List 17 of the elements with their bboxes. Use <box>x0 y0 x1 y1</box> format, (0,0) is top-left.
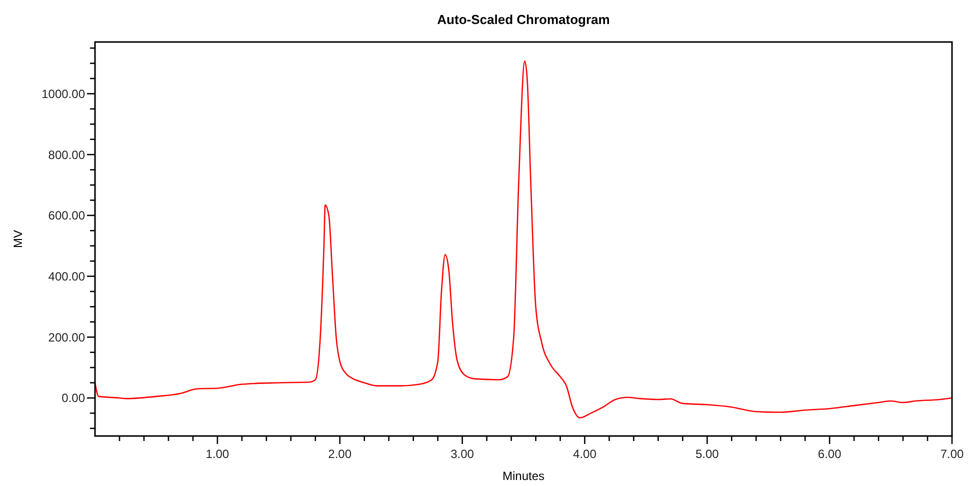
y-tick-label: 0.00 <box>62 391 86 406</box>
y-tick-label: 1000.00 <box>42 86 86 101</box>
line-series <box>94 60 953 418</box>
chart-title: Auto-Scaled Chromatogram <box>437 12 610 27</box>
x-tick-label: 7.00 <box>940 447 964 461</box>
x-tick-label: 1.00 <box>206 447 230 461</box>
y-tick-label: 800.00 <box>48 148 86 162</box>
x-tick-label: 2.00 <box>328 447 352 461</box>
y-tick-label: 200.00 <box>48 330 86 344</box>
x-tick-label: 4.00 <box>573 447 597 461</box>
x-axis-title: Minutes <box>502 469 545 483</box>
x-tick-label: 3.00 <box>450 447 474 461</box>
y-tick-label: 600.00 <box>48 208 86 223</box>
y-axis-title: MV <box>11 230 25 248</box>
x-tick-label: 6.00 <box>818 447 842 461</box>
x-tick-label: 5.00 <box>695 447 720 461</box>
y-tick-label: 400.00 <box>48 269 86 284</box>
